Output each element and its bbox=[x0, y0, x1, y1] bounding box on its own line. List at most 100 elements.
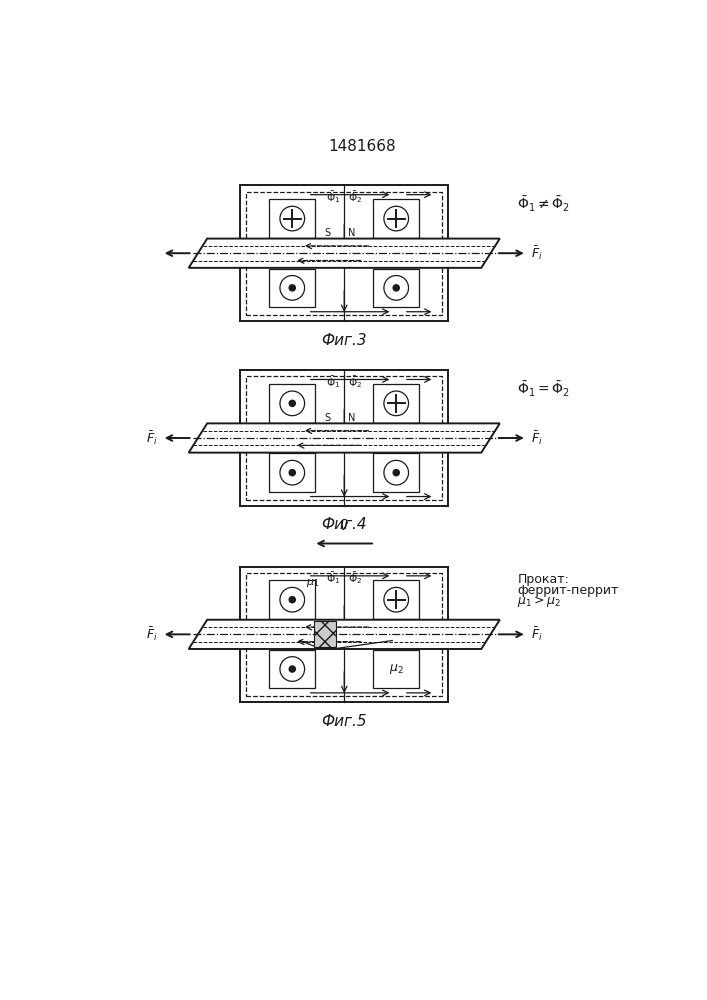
Circle shape bbox=[289, 470, 296, 476]
Bar bbox=[333, 667, 338, 673]
Bar bbox=[269, 650, 315, 688]
Bar bbox=[349, 398, 354, 403]
Text: $\mu_1$: $\mu_1$ bbox=[306, 577, 320, 589]
Bar bbox=[333, 286, 338, 292]
Bar bbox=[333, 398, 338, 403]
Bar bbox=[333, 673, 338, 678]
Bar bbox=[349, 477, 354, 482]
Bar bbox=[333, 594, 338, 600]
Bar bbox=[327, 281, 333, 286]
Text: $\bar{F}_i$: $\bar{F}_i$ bbox=[146, 626, 158, 643]
Bar bbox=[240, 567, 448, 636]
Text: $\bar{\Phi}_2$: $\bar{\Phi}_2$ bbox=[348, 374, 362, 390]
Bar bbox=[327, 594, 333, 600]
Bar bbox=[354, 673, 360, 678]
Bar bbox=[354, 409, 360, 414]
Text: $\bar{F}_i$: $\bar{F}_i$ bbox=[530, 429, 542, 447]
Bar bbox=[269, 199, 315, 238]
Bar bbox=[354, 292, 360, 297]
Bar bbox=[354, 466, 360, 471]
Bar bbox=[349, 281, 354, 286]
Bar bbox=[373, 580, 419, 619]
Bar bbox=[349, 219, 354, 224]
Polygon shape bbox=[189, 620, 500, 649]
Text: $\bar{F}_i$: $\bar{F}_i$ bbox=[530, 626, 542, 643]
Bar bbox=[349, 409, 354, 414]
Bar bbox=[327, 471, 333, 477]
Bar bbox=[327, 466, 333, 471]
Bar bbox=[373, 650, 419, 688]
Bar bbox=[333, 466, 338, 471]
Bar bbox=[247, 639, 442, 696]
Circle shape bbox=[289, 285, 296, 291]
Bar bbox=[373, 269, 419, 307]
Text: $\bar{\Phi}_2$: $\bar{\Phi}_2$ bbox=[348, 570, 362, 586]
Bar bbox=[354, 224, 360, 229]
Bar bbox=[349, 594, 354, 600]
Bar bbox=[349, 662, 354, 667]
Circle shape bbox=[289, 666, 296, 672]
Bar bbox=[333, 409, 338, 414]
Text: Фиг.3: Фиг.3 bbox=[322, 333, 367, 348]
Bar bbox=[333, 471, 338, 477]
Bar bbox=[333, 292, 338, 297]
Bar bbox=[327, 477, 333, 482]
Bar bbox=[240, 436, 448, 506]
Bar bbox=[240, 252, 448, 321]
Bar bbox=[269, 580, 315, 619]
Text: $\bar{\Phi}_1$: $\bar{\Phi}_1$ bbox=[327, 189, 341, 205]
Bar bbox=[327, 219, 333, 224]
Text: $\bar{\Phi}_1$: $\bar{\Phi}_1$ bbox=[327, 374, 341, 390]
Bar bbox=[327, 667, 333, 673]
Bar bbox=[327, 292, 333, 297]
Bar bbox=[354, 398, 360, 403]
Bar bbox=[354, 667, 360, 673]
Bar bbox=[354, 219, 360, 224]
Bar bbox=[373, 199, 419, 238]
Text: $\mu_1 > \mu_2$: $\mu_1 > \mu_2$ bbox=[518, 594, 561, 609]
Text: S: S bbox=[325, 228, 330, 238]
Bar bbox=[349, 600, 354, 605]
Circle shape bbox=[393, 470, 399, 476]
Bar bbox=[333, 219, 338, 224]
Bar bbox=[327, 673, 333, 678]
Bar bbox=[349, 667, 354, 673]
Polygon shape bbox=[189, 239, 500, 268]
Bar bbox=[349, 673, 354, 678]
Bar bbox=[349, 224, 354, 229]
Bar bbox=[354, 662, 360, 667]
Bar bbox=[327, 409, 333, 414]
Bar bbox=[327, 403, 333, 409]
Bar bbox=[247, 573, 442, 630]
Bar bbox=[349, 605, 354, 610]
Text: феррит-перрит: феррит-перрит bbox=[518, 584, 619, 597]
Text: $\bar{\Phi}_1 = \bar{\Phi}_2$: $\bar{\Phi}_1 = \bar{\Phi}_2$ bbox=[518, 380, 571, 399]
Circle shape bbox=[393, 285, 399, 291]
Bar bbox=[354, 286, 360, 292]
Bar bbox=[354, 600, 360, 605]
Circle shape bbox=[289, 400, 296, 406]
Bar bbox=[333, 600, 338, 605]
Text: Фиг.4: Фиг.4 bbox=[322, 517, 367, 532]
Text: N: N bbox=[349, 413, 356, 423]
Bar bbox=[327, 213, 333, 219]
Bar bbox=[349, 471, 354, 477]
Bar bbox=[354, 477, 360, 482]
Bar bbox=[354, 213, 360, 219]
Bar bbox=[333, 281, 338, 286]
Bar bbox=[247, 192, 442, 249]
Bar bbox=[354, 471, 360, 477]
Text: $\bar{\Phi}_1 \neq \bar{\Phi}_2$: $\bar{\Phi}_1 \neq \bar{\Phi}_2$ bbox=[518, 195, 571, 214]
Text: $\bar{F}_i$: $\bar{F}_i$ bbox=[530, 244, 542, 262]
Bar bbox=[247, 258, 442, 315]
Text: $\bar{F}_i$: $\bar{F}_i$ bbox=[146, 429, 158, 447]
Bar bbox=[247, 443, 442, 500]
Bar bbox=[269, 453, 315, 492]
Bar bbox=[327, 286, 333, 292]
Bar bbox=[247, 376, 442, 433]
Bar bbox=[349, 403, 354, 409]
Bar bbox=[333, 477, 338, 482]
Bar bbox=[269, 384, 315, 423]
Bar bbox=[333, 224, 338, 229]
Bar bbox=[349, 213, 354, 219]
